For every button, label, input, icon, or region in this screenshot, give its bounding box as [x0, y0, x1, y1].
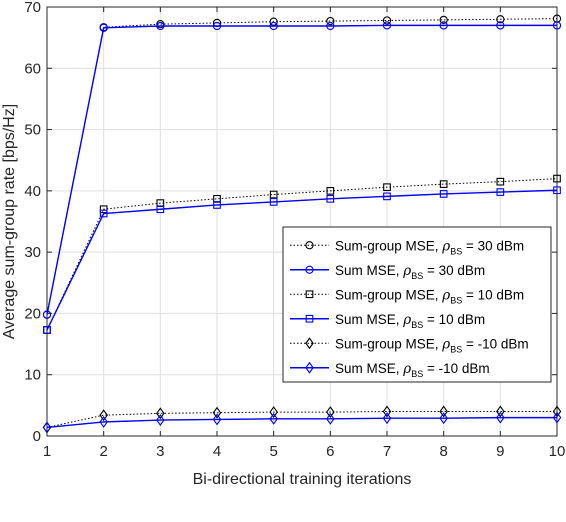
- x-tick-label: 1: [43, 443, 51, 460]
- x-tick-label: 5: [269, 443, 277, 460]
- data-point: [326, 194, 335, 203]
- data-point: [553, 186, 561, 195]
- data-point: [269, 406, 278, 419]
- legend-marker: [305, 314, 314, 323]
- data-point: [269, 198, 278, 206]
- series-line: [46, 24, 557, 315]
- legend: Sum-group MSE, ρBS = 30 dBm Sum MSE, ρBS …: [282, 226, 552, 383]
- legend-marker: [305, 241, 314, 250]
- data-point: [496, 15, 505, 24]
- legend-marker: [305, 265, 314, 274]
- data-point: [99, 409, 108, 422]
- data-point: [552, 411, 562, 424]
- data-point: [496, 188, 505, 196]
- data-point: [383, 192, 391, 201]
- y-tick-label: 40: [24, 183, 41, 200]
- data-point: [553, 174, 561, 183]
- data-point: [382, 412, 392, 425]
- series-4: [43, 186, 561, 334]
- legend-label: Sum-group MSE, ρBS = 10 dBm: [335, 287, 524, 305]
- data-point: [552, 21, 562, 30]
- data-point: [326, 21, 335, 31]
- data-point: [156, 21, 165, 31]
- data-point: [99, 205, 108, 214]
- data-point: [552, 405, 562, 418]
- legend-marker: [305, 337, 314, 350]
- data-point: [43, 326, 51, 334]
- data-point: [326, 187, 335, 195]
- data-point: [42, 310, 52, 319]
- data-point: [269, 412, 278, 425]
- legend-label: Sum-group MSE, ρBS = 30 dBm: [335, 238, 524, 256]
- data-point: [212, 21, 222, 31]
- y-tick-label: 70: [24, 0, 41, 16]
- legend-label: Sum MSE, ρBS = 30 dBm: [335, 263, 485, 281]
- series-line: [46, 178, 558, 331]
- series-2: [42, 21, 562, 319]
- x-tick-label: 8: [439, 443, 447, 460]
- data-point: [212, 413, 222, 426]
- data-point: [439, 412, 448, 425]
- legend-label: Sum MSE, ρBS = 10 dBm: [335, 312, 485, 330]
- y-tick-label: 0: [33, 428, 41, 445]
- y-tick-label: 10: [24, 367, 41, 384]
- data-point: [42, 421, 52, 434]
- data-point: [326, 406, 335, 419]
- legend-marker: [305, 290, 314, 299]
- data-point: [269, 21, 278, 31]
- data-point: [99, 209, 108, 218]
- data-point: [439, 190, 448, 198]
- data-point: [269, 190, 278, 199]
- y-tick-label: 20: [24, 305, 41, 322]
- data-point: [156, 407, 165, 420]
- x-tick-label: 3: [156, 443, 164, 460]
- series-line: [46, 410, 557, 428]
- x-tick-label: 7: [383, 443, 391, 460]
- x-tick-label: 6: [326, 443, 334, 460]
- data-point: [99, 23, 108, 32]
- data-point: [439, 405, 448, 418]
- data-point: [99, 415, 108, 428]
- data-point: [212, 406, 222, 419]
- legend-marker: [305, 361, 314, 374]
- legend-box: [282, 226, 552, 383]
- series-6: [42, 411, 562, 434]
- data-point: [496, 411, 505, 424]
- data-point: [326, 16, 335, 26]
- data-point: [496, 21, 505, 30]
- y-axis-label: Average sum-group rate [bps/Hz]: [1, 104, 18, 339]
- plot-frame: [46, 6, 558, 437]
- data-point: [496, 405, 505, 418]
- data-point: [382, 16, 392, 25]
- x-tick-label: 2: [99, 443, 107, 460]
- x-axis-label: Bi-directional training iterations: [193, 471, 412, 488]
- data-point: [382, 405, 392, 418]
- axis-ticks: 1 2 3 4 5 6 7 8 9 10 0 10 20 30 40 50 60 70: [24, 0, 565, 460]
- y-tick-label: 60: [24, 60, 41, 77]
- data-point: [439, 15, 448, 25]
- series-line: [46, 189, 558, 331]
- y-tick-label: 50: [24, 122, 41, 139]
- series-layer: [42, 14, 562, 434]
- data-point: [213, 201, 221, 209]
- data-point: [326, 412, 335, 425]
- data-point: [496, 177, 505, 186]
- legend-label: Sum MSE, ρBS = -10 dBm: [335, 361, 490, 379]
- series-line: [46, 416, 557, 429]
- data-point: [156, 414, 165, 427]
- data-point: [383, 183, 391, 192]
- data-point: [156, 205, 165, 214]
- series-line: [46, 18, 558, 315]
- y-tick-label: 30: [24, 244, 41, 261]
- data-point: [439, 180, 448, 188]
- data-point: [439, 21, 448, 30]
- x-tick-label: 10: [549, 443, 566, 460]
- data-point: [382, 21, 392, 30]
- x-tick-label: 9: [496, 443, 504, 460]
- legend-label: Sum-group MSE, ρBS = -10 dBm: [335, 336, 529, 354]
- x-tick-label: 4: [213, 443, 221, 460]
